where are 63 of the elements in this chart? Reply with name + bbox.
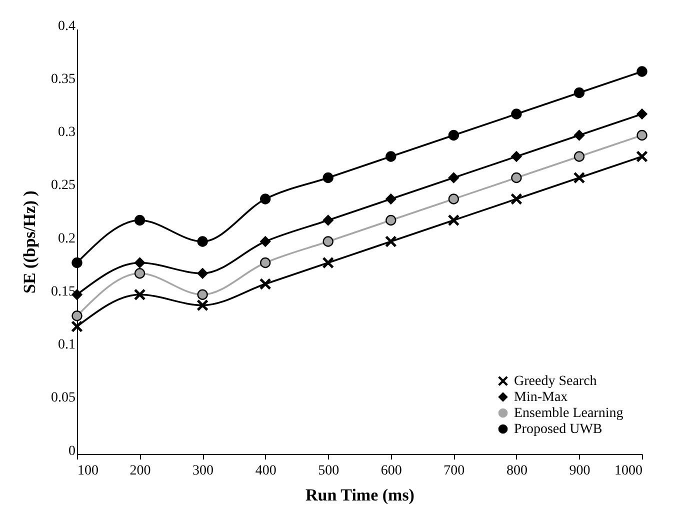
point	[260, 236, 271, 247]
point	[197, 289, 208, 300]
point	[574, 151, 585, 162]
x-tick-label: 400	[255, 464, 276, 478]
point	[574, 130, 585, 141]
point	[134, 214, 146, 226]
point	[636, 108, 648, 120]
y-tick-label: 0.05	[51, 390, 76, 406]
point	[511, 108, 522, 120]
point	[386, 214, 396, 226]
point	[386, 236, 396, 247]
point	[134, 268, 146, 279]
point	[386, 194, 396, 204]
point	[448, 194, 460, 204]
x-tick-label: 700	[444, 464, 465, 478]
x-tick-label: 600	[380, 464, 402, 478]
point	[511, 194, 522, 204]
x-axis-title: Run Time (ms)	[306, 486, 414, 504]
point	[322, 257, 334, 268]
x-tick-label: 200	[130, 464, 151, 478]
point	[511, 172, 522, 184]
y-tick-label: 0	[68, 444, 76, 459]
point	[448, 214, 460, 226]
point	[322, 214, 334, 226]
point	[72, 321, 82, 332]
y-tick-label: 0.25	[51, 178, 76, 194]
y-tick-label: 0.1	[58, 338, 76, 353]
point	[72, 257, 82, 268]
x-tick-label: 100	[78, 464, 98, 478]
point	[448, 172, 460, 184]
point	[260, 257, 271, 268]
point	[197, 236, 208, 247]
y-tick-label: 0.2	[58, 231, 76, 246]
point	[574, 87, 585, 98]
y-tick-label: 0.4	[58, 18, 76, 34]
legend-label: Greedy Search	[514, 374, 597, 389]
point	[260, 278, 271, 290]
y-axis-title: SE ((bps/Hz) )	[20, 190, 39, 294]
point	[134, 289, 146, 300]
y-tick-label: 0.35	[51, 72, 76, 87]
x-tick-label: 800	[506, 464, 528, 478]
point	[322, 172, 334, 184]
point	[574, 172, 585, 184]
point	[322, 236, 334, 247]
point	[134, 257, 146, 268]
point	[636, 130, 648, 141]
point	[386, 151, 396, 162]
legend-label: Ensemble Learning	[514, 406, 624, 421]
point	[636, 66, 648, 77]
point	[636, 151, 648, 162]
point	[260, 194, 271, 204]
x-tick-label: 900	[569, 464, 590, 478]
x-tick-label: 300	[192, 464, 214, 478]
x-tick-label: 1000	[614, 464, 642, 478]
point	[197, 268, 208, 279]
point	[197, 300, 208, 311]
legend-label: Min-Max	[514, 390, 568, 405]
x-tick-label: 500	[318, 464, 340, 478]
y-tick-label: 0.3	[58, 125, 76, 140]
point	[511, 151, 522, 162]
point	[448, 130, 460, 141]
point	[72, 310, 82, 322]
legend-label: Proposed UWB	[514, 422, 602, 437]
